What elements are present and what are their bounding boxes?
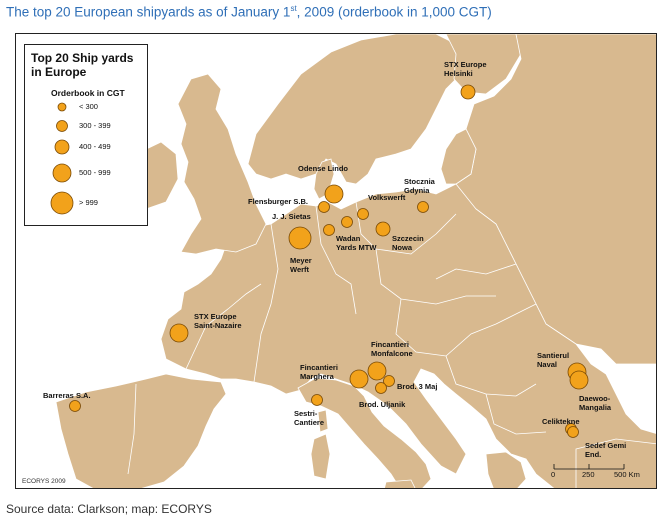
shipyard-label: Meyer Werft xyxy=(290,256,312,274)
shipyard-marker xyxy=(375,382,387,394)
shipyard-marker xyxy=(169,323,189,343)
scale-label-end: 500 Km xyxy=(614,470,640,479)
shipyard-label: Flensburger S.B. xyxy=(248,197,308,206)
scale-label-mid: 250 xyxy=(582,470,595,479)
map-legend: Top 20 Ship yards in Europe Orderbook in… xyxy=(24,44,148,226)
shipyard-label: Barreras S.A. xyxy=(43,391,91,400)
shipyard-label: Sedef Gemi End. xyxy=(585,441,626,459)
shipyard-marker xyxy=(288,226,312,250)
country-borders xyxy=(127,201,547,475)
shipyard-label: Celiktekne xyxy=(542,417,580,426)
scale-label-zero: 0 xyxy=(551,470,556,479)
shipyard-label: Fincantieri Monfalcone xyxy=(371,340,413,358)
legend-class-label: < 300 xyxy=(79,102,98,111)
land-scandinavia xyxy=(247,34,462,185)
shipyard-marker xyxy=(341,216,353,228)
land-greece xyxy=(485,451,527,488)
shipyard-label: Volkswerft xyxy=(368,193,406,202)
map-credit: ECORYS 2009 xyxy=(22,478,66,485)
shipyard-marker xyxy=(349,369,369,389)
europe-map: STX Europe Helsinki Odense Lindo Stocznia Gd… xyxy=(43,34,656,488)
land-great-britain xyxy=(177,73,267,255)
shipyard-markers xyxy=(69,84,589,438)
shipyard-label: J. J. Sietas xyxy=(272,212,311,221)
land-masses xyxy=(55,34,656,488)
shipyard-marker xyxy=(460,84,476,100)
land-sardinia xyxy=(310,433,331,480)
shipyard-label: Stocznia Gdynia xyxy=(404,177,436,195)
shipyard-label: STX Europe Saint-Nazaire xyxy=(194,312,242,330)
shipyard-label: Brod. 3 Maj xyxy=(397,382,437,391)
legend-symbol xyxy=(52,163,72,183)
shipyard-marker xyxy=(357,208,369,220)
shipyard-label: Santierul Naval xyxy=(537,351,569,369)
shipyard-marker xyxy=(383,375,395,387)
shipyard-label: Daewoo-Mangalia xyxy=(579,394,612,412)
shipyard-marker xyxy=(417,201,429,213)
legend-symbol xyxy=(54,139,70,155)
shipyard-marker xyxy=(311,394,323,406)
scale-bar xyxy=(553,464,625,470)
shipyard-label: Fincantieri Marghera xyxy=(300,363,338,381)
land-italy xyxy=(297,377,432,488)
shipyard-label: Sestri-Cantiere xyxy=(294,409,324,427)
shipyard-marker xyxy=(375,221,391,237)
legend-subtitle: Orderbook in CGT xyxy=(51,88,125,98)
land-corsica xyxy=(317,409,329,433)
shipyard-marker xyxy=(324,184,344,204)
source-note: Source data: Clarkson; map: ECORYS xyxy=(6,502,212,516)
shipyard-marker xyxy=(567,426,579,438)
land-iberia xyxy=(55,373,227,488)
legend-class-label: > 999 xyxy=(79,198,98,207)
legend-class-label: 300 - 399 xyxy=(79,121,111,130)
legend-class-label: 500 - 999 xyxy=(79,168,111,177)
map-frame: STX Europe Helsinki Odense Lindo Stocznia Gd… xyxy=(15,33,657,489)
shipyard-marker xyxy=(569,370,589,390)
legend-symbol xyxy=(56,120,68,132)
legend-class-label: 400 - 499 xyxy=(79,142,111,151)
shipyard-label: Brod. Uljanik xyxy=(359,400,406,409)
legend-symbols xyxy=(50,102,74,215)
shipyard-label: Szczecin Nowa xyxy=(392,234,424,252)
land-turkey xyxy=(575,438,656,488)
legend-symbol xyxy=(50,191,74,215)
shipyard-label: Wadan Yards MTW xyxy=(336,234,377,252)
shipyard-marker xyxy=(367,361,387,381)
legend-symbol xyxy=(57,102,67,112)
shipyard-marker xyxy=(318,201,330,213)
shipyard-label: Odense Lindo xyxy=(298,164,348,173)
shipyard-label: STX Europe Helsinki xyxy=(444,60,487,78)
shipyard-labels: STX Europe Helsinki Odense Lindo Stocznia Gd… xyxy=(43,60,626,459)
land-sicily xyxy=(384,479,416,488)
land-continent xyxy=(160,183,656,488)
shipyard-marker xyxy=(69,400,81,412)
land-baltics xyxy=(440,128,477,185)
shipyard-marker xyxy=(323,224,335,236)
legend-title: Top 20 Ship yards in Europe xyxy=(31,51,134,79)
page-title: The top 20 European shipyards as of Janu… xyxy=(6,4,492,20)
